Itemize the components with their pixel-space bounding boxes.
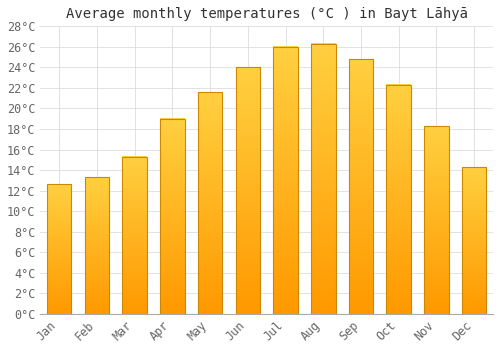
Bar bbox=[274, 47, 298, 314]
Title: Average monthly temperatures (°C ) in Bayt Lāhyā: Average monthly temperatures (°C ) in Ba… bbox=[66, 7, 468, 21]
Bar bbox=[424, 126, 448, 314]
Bar bbox=[122, 157, 147, 314]
Bar bbox=[348, 59, 374, 314]
Bar bbox=[386, 85, 411, 314]
Bar bbox=[160, 119, 184, 314]
Bar bbox=[160, 119, 184, 314]
Bar bbox=[348, 59, 374, 314]
Bar bbox=[236, 67, 260, 314]
Bar bbox=[311, 44, 336, 314]
Bar bbox=[84, 177, 109, 314]
Bar bbox=[311, 44, 336, 314]
Bar bbox=[424, 126, 448, 314]
Bar bbox=[462, 167, 486, 314]
Bar bbox=[386, 85, 411, 314]
Bar bbox=[236, 67, 260, 314]
Bar bbox=[274, 47, 298, 314]
Bar bbox=[47, 184, 72, 314]
Bar bbox=[84, 177, 109, 314]
Bar bbox=[198, 92, 222, 314]
Bar bbox=[198, 92, 222, 314]
Bar bbox=[462, 167, 486, 314]
Bar bbox=[122, 157, 147, 314]
Bar bbox=[47, 184, 72, 314]
